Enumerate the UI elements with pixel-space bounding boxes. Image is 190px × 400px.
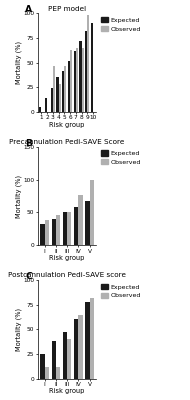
Bar [63, 332, 67, 378]
Bar [85, 31, 87, 112]
Bar [64, 66, 66, 112]
Bar [62, 70, 64, 112]
Bar [39, 107, 41, 112]
Y-axis label: Mortality (%): Mortality (%) [15, 308, 22, 351]
Bar [56, 78, 59, 112]
Bar [63, 212, 67, 245]
Bar [74, 51, 76, 112]
Title: PEP model: PEP model [48, 6, 86, 12]
Bar [70, 50, 72, 112]
Bar [91, 23, 93, 112]
Bar [67, 339, 71, 378]
Bar [56, 215, 60, 245]
Bar [67, 212, 71, 245]
Bar [45, 220, 49, 245]
Bar [45, 98, 47, 112]
Bar [90, 180, 94, 245]
Bar [74, 207, 78, 245]
Bar [79, 41, 82, 112]
Title: Precannulation Pedi-SAVE Score: Precannulation Pedi-SAVE Score [10, 139, 125, 145]
Bar [76, 48, 78, 112]
Bar [53, 66, 55, 112]
X-axis label: Risk group: Risk group [50, 122, 85, 128]
Bar [40, 354, 45, 378]
Bar [87, 15, 89, 112]
Title: Postcannulation Pedi-SAVE score: Postcannulation Pedi-SAVE score [8, 272, 126, 278]
Bar [59, 84, 61, 112]
Bar [90, 298, 94, 378]
Text: A: A [25, 6, 32, 14]
Y-axis label: Mortality (%): Mortality (%) [15, 41, 22, 84]
Bar [45, 367, 49, 378]
Legend: Expected, Observed: Expected, Observed [100, 16, 142, 32]
Bar [51, 88, 53, 112]
Legend: Expected, Observed: Expected, Observed [100, 283, 142, 299]
X-axis label: Risk group: Risk group [50, 255, 85, 261]
Bar [82, 48, 84, 112]
Legend: Expected, Observed: Expected, Observed [100, 150, 142, 166]
Bar [68, 61, 70, 112]
Bar [78, 314, 83, 378]
Bar [52, 219, 56, 245]
Bar [85, 302, 90, 378]
Bar [56, 367, 60, 378]
Bar [85, 201, 90, 245]
Text: B: B [25, 139, 32, 148]
Bar [52, 341, 56, 378]
Bar [74, 320, 78, 378]
Text: C: C [25, 272, 32, 281]
Bar [78, 195, 83, 245]
X-axis label: Risk group: Risk group [50, 388, 85, 394]
Y-axis label: Mortality (%): Mortality (%) [15, 174, 22, 218]
Bar [40, 224, 45, 245]
